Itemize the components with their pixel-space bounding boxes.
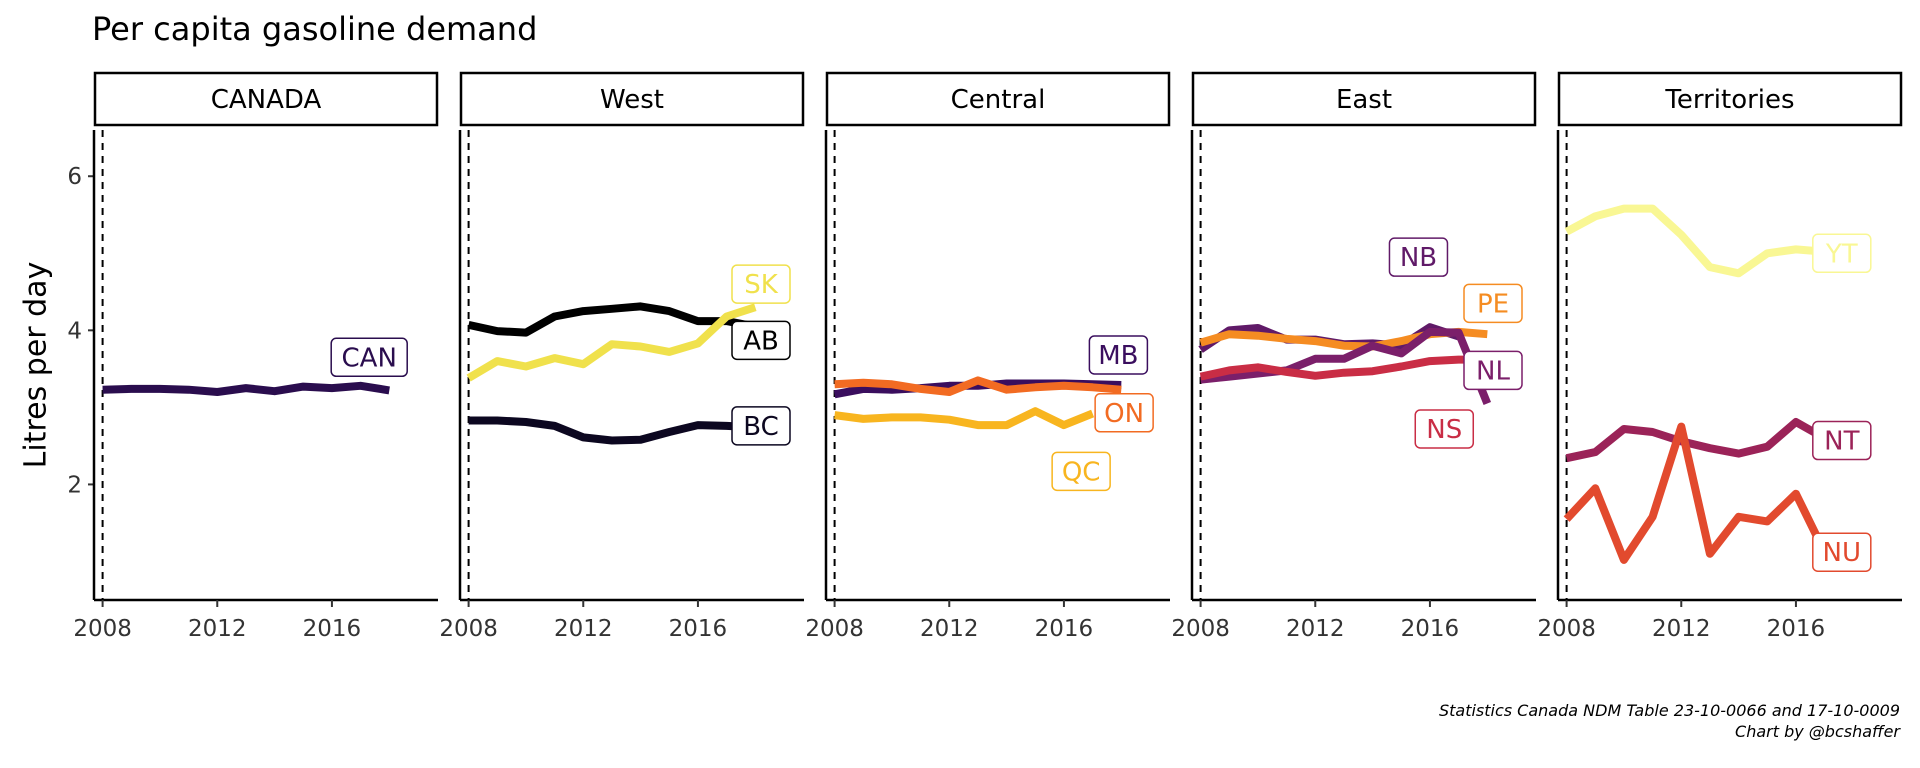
caption-source: Statistics Canada NDM Table 23-10-0066 a… bbox=[1438, 701, 1900, 720]
x-tick-label: 2016 bbox=[1767, 616, 1826, 642]
x-tick-label: 2008 bbox=[805, 616, 864, 642]
series-label-box bbox=[1051, 451, 1111, 492]
series-label-box bbox=[1414, 409, 1475, 449]
series-line-yt bbox=[1564, 204, 1825, 278]
series-label-box bbox=[1463, 283, 1523, 324]
series-line-nt bbox=[1565, 418, 1827, 463]
series-label-bc: BC bbox=[743, 412, 779, 442]
facet-strip bbox=[1557, 71, 1903, 127]
facet-strip bbox=[1191, 71, 1537, 127]
series-label-box bbox=[1812, 532, 1872, 572]
x-tick-label: 2016 bbox=[1035, 616, 1094, 642]
series-label-nt: NT bbox=[1824, 427, 1859, 457]
x-tick-label: 2008 bbox=[439, 616, 498, 642]
series-line-sk bbox=[466, 303, 757, 382]
series-label-ns: NS bbox=[1426, 415, 1462, 445]
facet-strip bbox=[459, 71, 805, 127]
series-line-on bbox=[834, 376, 1122, 396]
series-label-box bbox=[1812, 420, 1872, 461]
series-label-qc: QC bbox=[1062, 457, 1101, 487]
series-label-box bbox=[731, 406, 791, 446]
series-label-pe: PE bbox=[1477, 289, 1509, 319]
facet-strip bbox=[825, 71, 1171, 127]
series-label-nb: NB bbox=[1400, 243, 1437, 273]
series-label-can: CAN bbox=[342, 343, 397, 373]
caption-credit: Chart by @bcshaffer bbox=[1735, 722, 1900, 741]
series-label-mb: MB bbox=[1098, 341, 1138, 371]
series-label-box bbox=[1388, 237, 1449, 277]
series-label-box bbox=[1812, 233, 1872, 274]
series-label-box bbox=[731, 320, 791, 361]
x-tick-label: 2012 bbox=[1652, 616, 1711, 642]
facet-strip-label: Central bbox=[951, 85, 1046, 115]
series-line-qc bbox=[834, 407, 1095, 430]
series-label-box bbox=[1094, 393, 1154, 433]
x-tick-label: 2012 bbox=[1286, 616, 1345, 642]
x-tick-label: 2016 bbox=[1401, 616, 1460, 642]
facet-strip-label: West bbox=[600, 85, 664, 115]
series-label-ab: AB bbox=[743, 326, 779, 356]
y-tick-label: 2 bbox=[67, 472, 82, 498]
x-tick-label: 2008 bbox=[1537, 616, 1596, 642]
series-label-sk: SK bbox=[744, 270, 779, 300]
series-label-box bbox=[1463, 350, 1523, 391]
x-tick-label: 2016 bbox=[303, 616, 362, 642]
series-line-nl bbox=[1200, 327, 1492, 406]
y-tick-label: 4 bbox=[67, 318, 82, 344]
series-line-bc bbox=[468, 416, 756, 445]
chart-caption: Statistics Canada NDM Table 23-10-0066 a… bbox=[1439, 700, 1900, 742]
series-label-on: ON bbox=[1104, 399, 1144, 429]
series-label-yt: YT bbox=[1825, 239, 1858, 269]
series-label-box bbox=[330, 337, 408, 378]
x-tick-label: 2016 bbox=[669, 616, 728, 642]
series-line-ab bbox=[467, 302, 757, 337]
x-tick-label: 2008 bbox=[1171, 616, 1230, 642]
series-line-can bbox=[102, 381, 390, 396]
series-label-box bbox=[731, 264, 791, 304]
x-tick-label: 2012 bbox=[554, 616, 613, 642]
x-tick-label: 2012 bbox=[188, 616, 247, 642]
series-line-nu bbox=[1563, 422, 1829, 564]
series-line-ns bbox=[1199, 355, 1488, 381]
facet-strip-label: East bbox=[1336, 85, 1392, 115]
x-tick-label: 2008 bbox=[73, 616, 132, 642]
chart-title: Per capita gasoline demand bbox=[92, 10, 538, 48]
series-label-nu: NU bbox=[1823, 538, 1861, 568]
series-label-nl: NL bbox=[1476, 356, 1510, 386]
facet-strip-label: Territories bbox=[1664, 85, 1794, 115]
x-tick-label: 2012 bbox=[920, 616, 979, 642]
series-label-box bbox=[1088, 335, 1149, 375]
facet-strip-label: CANADA bbox=[211, 85, 322, 115]
facet-strip bbox=[93, 71, 439, 127]
y-tick-label: 6 bbox=[67, 164, 82, 190]
